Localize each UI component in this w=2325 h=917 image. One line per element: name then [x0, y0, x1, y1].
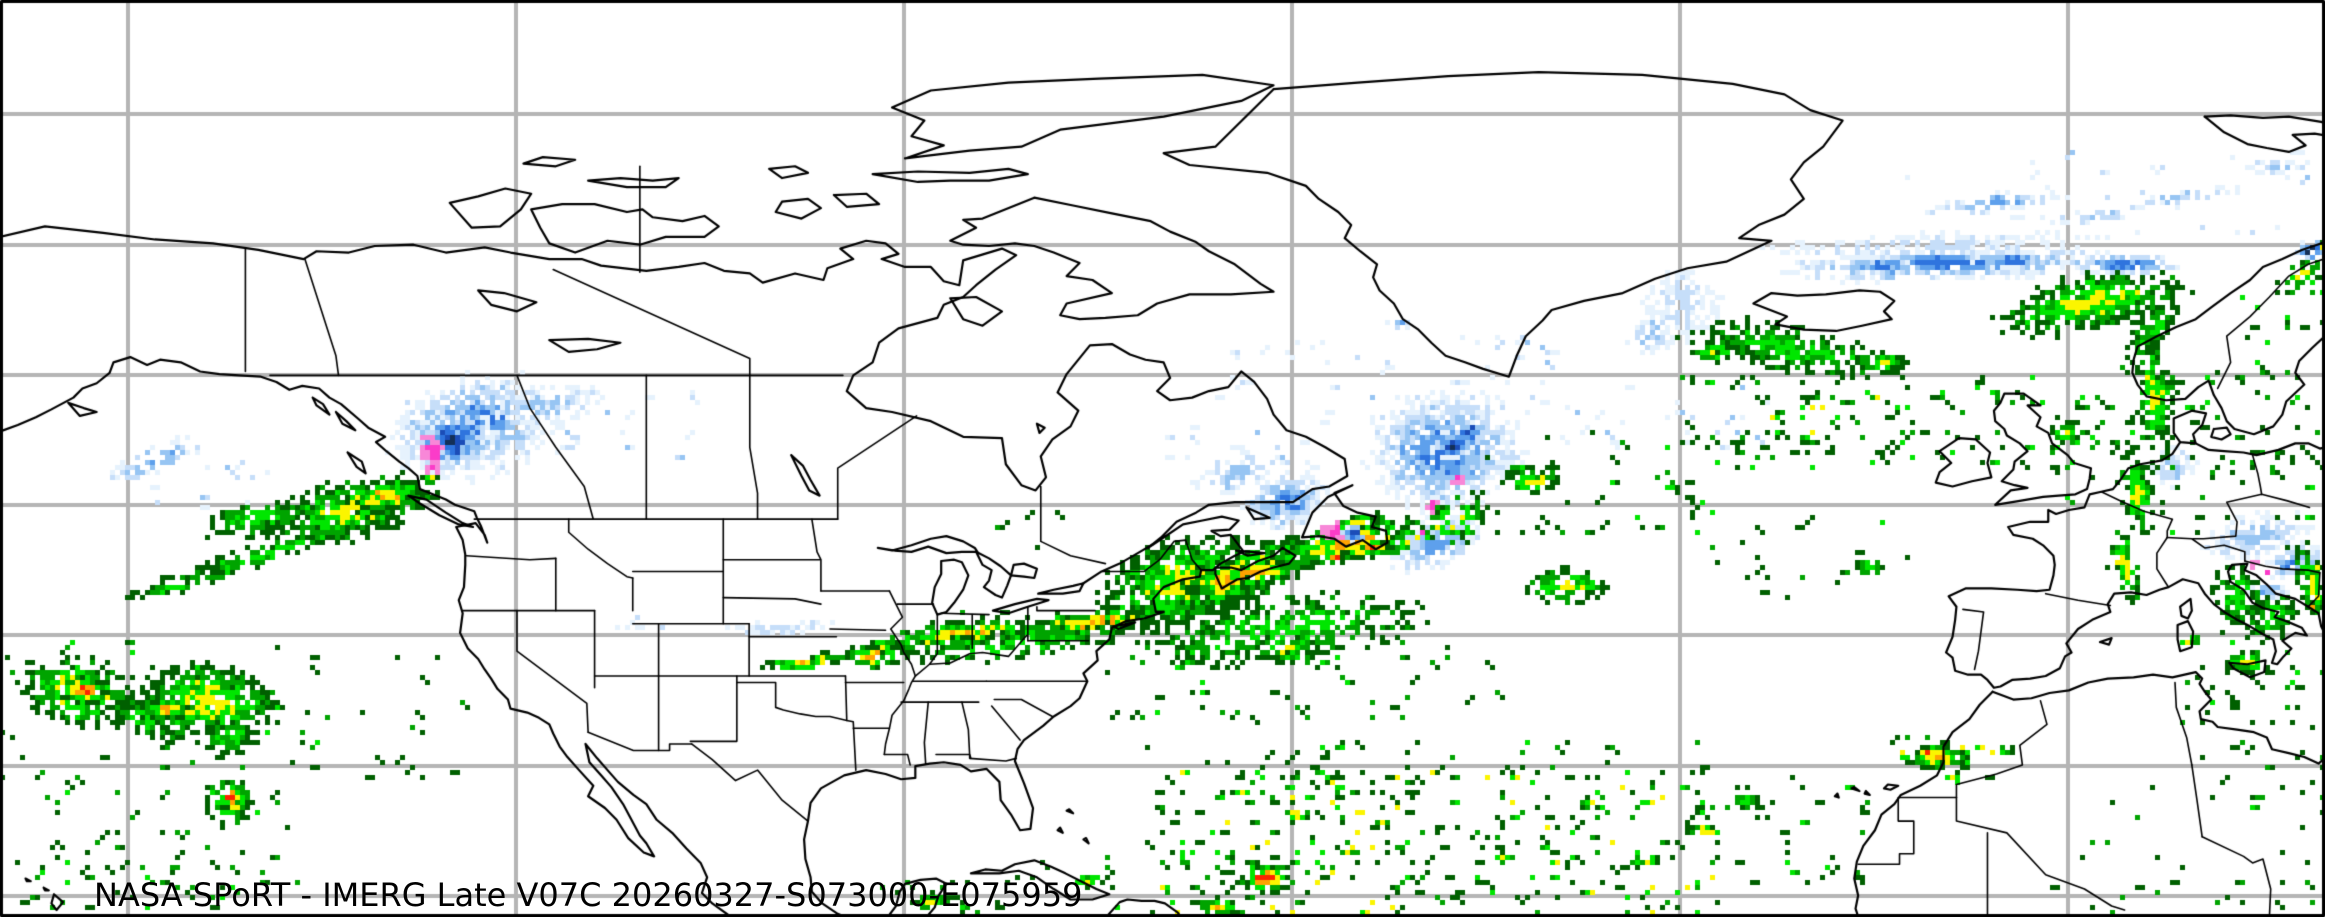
- map-title-label: NASA SPoRT - IMERG Late V07C 20260327-S0…: [94, 876, 1083, 914]
